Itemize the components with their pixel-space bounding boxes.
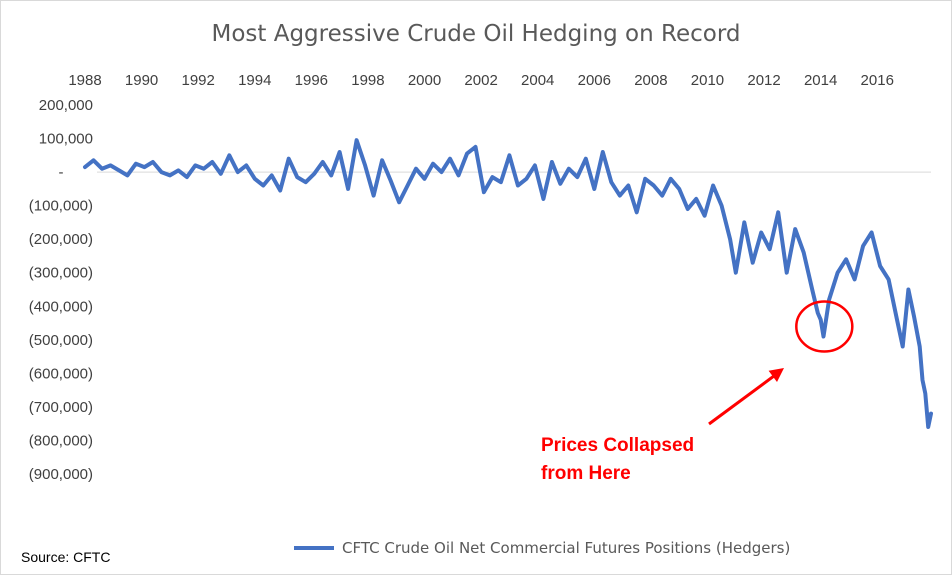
x-tick-label: 1998	[351, 72, 384, 89]
y-tick-label: 100,000	[39, 131, 93, 148]
x-tick-label: 2000	[408, 72, 441, 89]
annotation-arrow	[708, 371, 779, 426]
y-tick-label: (400,000)	[29, 298, 93, 315]
y-tick-label: (500,000)	[29, 332, 93, 349]
x-tick-label: 1988	[68, 72, 101, 89]
y-tick-label: (300,000)	[29, 265, 93, 282]
x-tick-label: 2012	[747, 72, 780, 89]
x-tick-label: 2004	[521, 72, 554, 89]
y-tick-label: (600,000)	[29, 365, 93, 382]
annotation-circle	[795, 300, 854, 353]
x-tick-label: 1994	[238, 72, 271, 89]
x-tick-label: 2002	[464, 72, 497, 89]
x-tick-label: 2014	[804, 72, 837, 89]
x-tick-label: 1996	[295, 72, 328, 89]
y-tick-label: (100,000)	[29, 198, 93, 215]
x-tick-label: 2016	[861, 72, 894, 89]
x-tick-label: 1992	[181, 72, 214, 89]
legend-swatch	[294, 546, 334, 550]
x-tick-label: 2010	[691, 72, 724, 89]
legend: CFTC Crude Oil Net Commercial Futures Po…	[294, 538, 790, 558]
y-tick-label: (200,000)	[29, 231, 93, 248]
y-tick-label: (800,000)	[29, 432, 93, 449]
x-tick-label: 2008	[634, 72, 667, 89]
annotation-arrowhead	[768, 368, 784, 382]
y-tick-label: 200,000	[39, 97, 93, 114]
series-line-hedgers	[83, 138, 933, 429]
source-note: Source: CFTC	[21, 549, 111, 565]
annotation-text-line1: Prices Collapsed	[541, 435, 694, 456]
y-tick-label: -	[59, 164, 64, 181]
y-tick-label: (700,000)	[29, 399, 93, 416]
x-tick-labels: 1988 1990 1992 1994 1996 1998 2000 2002 2004 2006…	[68, 72, 894, 89]
y-tick-label: (900,000)	[29, 466, 93, 483]
x-tick-label: 2006	[578, 72, 611, 89]
annotation-text-line2: from Here	[541, 463, 631, 484]
chart-title: Most Aggressive Crude Oil Hedging on Rec…	[211, 21, 741, 47]
y-tick-labels: 200,000 100,000 - (100,000) (200,000) (300,00…	[29, 97, 93, 483]
x-tick-label: 1990	[125, 72, 158, 89]
legend-label: CFTC Crude Oil Net Commercial Futures Po…	[342, 539, 791, 557]
